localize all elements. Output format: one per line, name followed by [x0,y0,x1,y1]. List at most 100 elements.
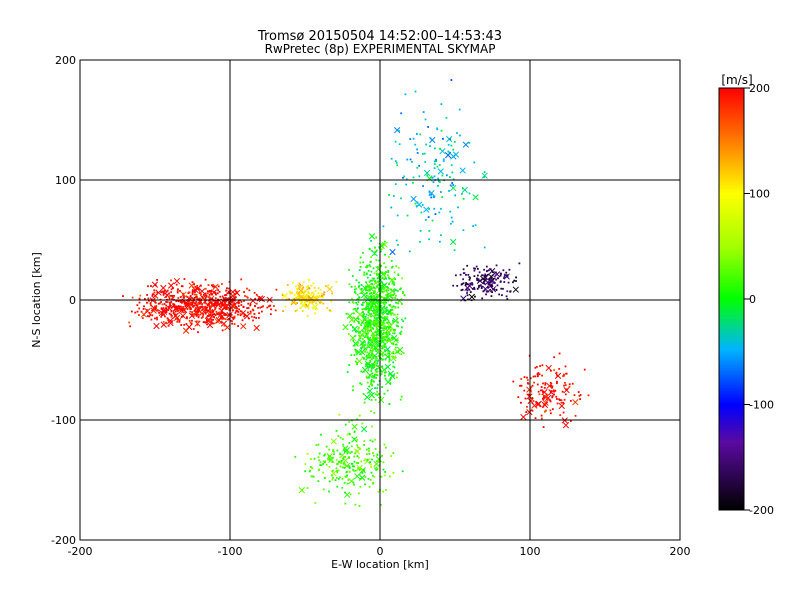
data-point [312,282,315,285]
data-point-x [384,363,391,371]
data-point [366,333,369,335]
data-point [178,305,181,308]
data-point-x [541,401,549,409]
data-point [284,305,287,308]
data-point [357,332,360,334]
data-point [385,271,388,273]
data-point [239,314,242,316]
data-point [385,301,388,304]
data-point [393,290,396,293]
data-point [211,310,214,313]
data-point [367,345,370,347]
data-point [298,282,301,285]
data-point [369,356,372,359]
data-point [451,220,454,223]
data-point [374,314,377,317]
data-point [324,285,327,287]
data-point [374,393,377,395]
data-point [307,303,310,306]
data-point [191,305,194,308]
data-point [376,460,379,462]
data-point [467,298,469,301]
data-point [499,274,502,277]
data-point-x [328,456,335,464]
data-point [209,305,211,308]
chart-title-line2: RwPretec (8p) EXPERIMENTAL SKYMAP [265,42,496,56]
data-point [333,453,335,456]
data-point [211,309,214,312]
data-point [359,485,362,488]
data-point [475,265,478,268]
data-point [379,336,382,339]
data-point [416,152,419,154]
data-point [214,314,217,317]
data-point [367,450,370,453]
data-point [371,474,374,477]
data-point [363,440,366,443]
data-point-x [541,389,548,396]
data-point [153,289,156,292]
data-point [523,376,526,378]
data-point [385,306,388,309]
data-point-x [140,311,147,318]
data-point [251,308,254,311]
data-point [212,310,215,313]
data-point [394,183,397,186]
data-point [206,323,208,326]
data-point [382,490,385,493]
data-point [294,302,297,304]
data-point [556,398,558,400]
data-point-x [167,282,175,289]
data-point [449,138,451,141]
data-point [184,305,187,307]
data-point [370,410,372,413]
data-point [196,312,199,315]
data-point-x [253,324,260,332]
data-point [165,295,168,298]
data-point [350,354,353,357]
data-point [306,487,309,489]
data-point [195,304,198,307]
data-point [344,491,346,494]
data-point [166,317,169,320]
data-point [143,298,146,300]
data-point [371,279,373,282]
data-point [433,163,436,165]
data-point [500,287,503,290]
data-point [210,315,213,318]
data-point [233,316,236,319]
data-point [368,292,371,295]
data-point [390,313,393,316]
data-point-x [358,474,366,481]
data-point [544,382,547,384]
data-point [356,350,359,353]
data-point [374,324,377,327]
data-point [414,202,417,205]
data-point [302,286,305,289]
data-point [366,376,368,379]
data-point [147,297,150,300]
data-point [362,334,365,337]
data-point [363,307,366,310]
data-point-x [526,393,533,400]
data-point [356,455,359,458]
data-point [138,314,140,316]
data-point [371,425,374,428]
data-point [553,356,556,359]
data-point [371,299,373,302]
data-point [424,218,427,221]
data-point [495,271,497,274]
data-point [210,322,213,324]
data-point [424,161,427,163]
data-point-x [382,287,389,294]
data-point [376,274,378,276]
data-point [368,302,370,305]
data-point [227,306,230,309]
data-point [416,166,419,169]
data-point [397,266,400,269]
data-point [172,311,175,314]
data-point [375,249,378,252]
data-point [356,293,359,296]
data-point [148,299,150,302]
